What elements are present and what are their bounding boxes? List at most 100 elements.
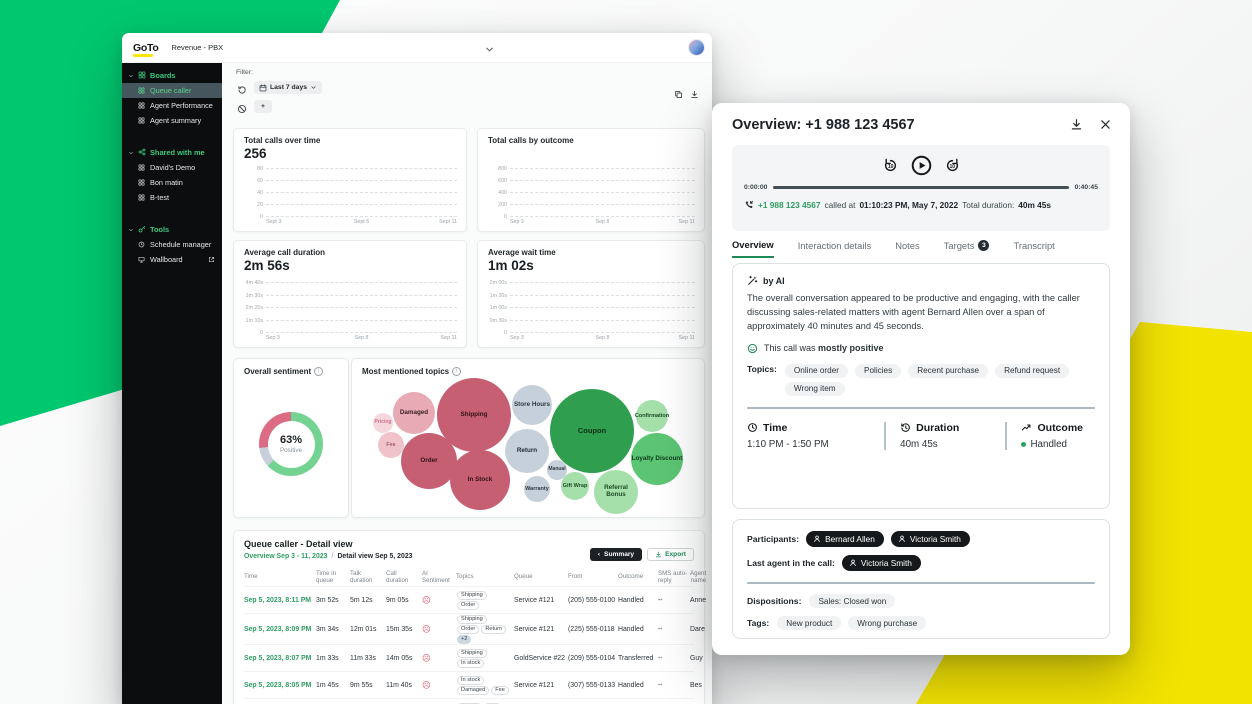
progress-bar[interactable] xyxy=(773,186,1069,189)
table-row[interactable]: Sep 5, 2023, 8:07 PM 1m 33s 11m 33s 14m 05s… xyxy=(244,644,703,671)
topic-bubble-order[interactable]: Order xyxy=(401,433,457,489)
participant-pill: Victoria Smith xyxy=(890,531,970,547)
chart-title: Total calls over time xyxy=(244,136,321,145)
topic-bubble-loyalty-discount[interactable]: Loyalty Discount xyxy=(631,433,683,485)
export-button[interactable]: Export xyxy=(647,548,694,561)
ai-summary-text: The overall conversation appeared to be … xyxy=(747,293,1080,331)
add-filter-button[interactable]: + xyxy=(254,100,272,113)
table-cell: 9m 05s xyxy=(386,596,409,604)
breadcrumb-current: Detail view Sep 5, 2023 xyxy=(337,553,413,560)
breadcrumb-overview-link[interactable]: Overview Sep 3 - 11, 2023 xyxy=(244,553,328,560)
gridline: 200 xyxy=(498,202,695,208)
sidebar-item-bon-matin[interactable]: Bon matin xyxy=(122,175,222,190)
avatar[interactable] xyxy=(689,40,704,55)
info-icon[interactable]: i xyxy=(452,367,462,376)
caller-number-link[interactable]: +1 988 123 4567 xyxy=(758,200,821,210)
rewind-10-icon[interactable]: 10 xyxy=(883,158,898,173)
topic-bubble-pricing[interactable]: Pricing xyxy=(373,413,393,433)
column-header: Queue xyxy=(514,573,533,581)
summary-button[interactable]: ‹ Summary xyxy=(589,548,643,561)
topic-bubble-warranty[interactable]: Warranty xyxy=(524,476,550,502)
refresh-icon[interactable] xyxy=(237,82,247,94)
topic-bubble-return[interactable]: Return xyxy=(505,429,549,473)
download-board-icon[interactable] xyxy=(690,86,699,98)
table-cell: (225) 555-0118 xyxy=(568,625,615,633)
topics-cell: ShippingOrder xyxy=(456,590,512,610)
table-row[interactable]: Sep 5, 2023, 8:11 PM 3m 52s 5m 12s 9m 05s ☹ S… xyxy=(244,586,706,613)
table-cell: Sep 5, 2023, 8:07 PM xyxy=(244,654,312,662)
topic-bubble-store-hours[interactable]: Store Hours xyxy=(512,385,552,425)
panel-tabs: Overview Interaction details Notes Targets 3… xyxy=(732,239,1110,258)
tag-chip: New product xyxy=(777,616,842,630)
clear-filters-icon[interactable] xyxy=(237,101,247,114)
sidebar-item-label: B-test xyxy=(150,193,170,202)
topic-bubble-manual[interactable]: Manual xyxy=(547,460,567,480)
sidebar-item-b-test[interactable]: B-test xyxy=(122,190,222,205)
ai-wand-icon xyxy=(747,275,758,286)
gridline: 2m 20s xyxy=(246,305,457,311)
column-header: SMS auto-reply xyxy=(658,569,688,584)
sidebar-section-label: Tools xyxy=(150,224,170,234)
info-icon[interactable]: i xyxy=(314,367,324,376)
audio-player: 10 10 0:00:00 0:40:45 +1 988 123 4567 ca… xyxy=(732,145,1110,231)
targets-count-badge: 3 xyxy=(978,240,990,251)
sidebar-section-shared-with-me[interactable]: Shared with me xyxy=(122,144,222,160)
sidebar-item-david-s-demo[interactable]: David's Demo xyxy=(122,160,222,175)
gridline: 1m 10s xyxy=(246,318,457,324)
close-icon[interactable] xyxy=(1099,118,1112,131)
tab-interaction-details[interactable]: Interaction details xyxy=(797,240,872,251)
topic-bubble-coupon[interactable]: Coupon xyxy=(550,389,634,473)
table-cell: Service #121 xyxy=(514,625,555,633)
dispositions-label: Dispositions: xyxy=(747,596,802,606)
table-row[interactable]: Sep 5, 2023, 8:00 PM0m 55s4m 23s6m 18s☺R… xyxy=(244,698,694,704)
chevron-down-icon xyxy=(128,149,134,155)
sidebar-section-tools[interactable]: Tools xyxy=(122,221,222,237)
table-cell: -- xyxy=(658,625,663,633)
topic-bubble-damaged[interactable]: Damaged xyxy=(393,392,435,434)
copy-board-icon[interactable] xyxy=(674,86,683,99)
sidebar-item-schedule-manager[interactable]: Schedule manager xyxy=(122,237,222,252)
table-cell: 11m 40s xyxy=(386,681,412,689)
topic-bubble-fee[interactable]: Fee xyxy=(378,432,404,458)
x-axis-labels: Sep 3 Sep 8 Sep 11 xyxy=(266,335,458,341)
status-dot xyxy=(1021,441,1027,447)
tab-targets[interactable]: Targets 3 xyxy=(944,240,990,257)
topic-bubble-confirmation[interactable]: Confirmation xyxy=(635,400,669,432)
table-cell: 14m 05s xyxy=(386,654,413,662)
filter-label: Filter: xyxy=(236,69,253,76)
chart-bars xyxy=(510,283,695,333)
sidebar-item-agent-performance[interactable]: Agent Performance xyxy=(122,98,222,113)
topic-bubble-in-stock[interactable]: In Stock xyxy=(450,450,510,510)
sidebar-item-label: Agent Performance xyxy=(150,101,213,110)
card-total-calls-over-time: Total calls over time 256 0 20 40 60 80 Sept … xyxy=(233,128,467,232)
board-chevron-down-icon[interactable] xyxy=(484,42,495,53)
table-cell: (307) 555-0133 xyxy=(568,681,616,689)
topic-bubble-gift-wrap[interactable]: Gift Wrap xyxy=(561,472,589,500)
date-range-filter[interactable]: Last 7 days xyxy=(254,81,323,94)
download-recording-icon[interactable] xyxy=(1070,118,1083,131)
tab-transcript[interactable]: Transcript xyxy=(1013,240,1055,251)
sidebar-item-agent-summary[interactable]: Agent summary xyxy=(122,113,222,128)
column-header: Topics xyxy=(456,573,474,581)
topic-bubble-referral-bonus[interactable]: Referral Bonus xyxy=(594,470,638,514)
ai-summary-card: by AI The overall conversation appeared … xyxy=(732,263,1110,509)
sentiment-negative-icon: ☹ xyxy=(422,594,431,605)
stat-header: Outcome xyxy=(1021,422,1083,434)
disposition-chip: Sales: Closed won xyxy=(809,594,896,608)
table-row[interactable]: Sep 5, 2023, 8:09 PM 3m 34s 12m 01s 15m 35s… xyxy=(244,613,705,644)
x-axis-labels: Sept 3 Sept 6 Sept 11 xyxy=(266,219,458,225)
tab-notes[interactable]: Notes xyxy=(895,240,920,251)
table-body: Sep 5, 2023, 8:11 PM 3m 52s 5m 12s 9m 05s ☹ S… xyxy=(244,586,706,704)
tab-overview[interactable]: Overview xyxy=(732,239,774,258)
sidebar-item-wallboard[interactable]: Wallboard xyxy=(122,252,222,267)
tags-label: Tags: xyxy=(747,618,770,628)
chart-title: Average call duration xyxy=(244,248,326,257)
sidebar-section-boards[interactable]: Boards xyxy=(122,67,222,83)
sidebar-item-queue-caller[interactable]: Queue caller xyxy=(122,83,222,98)
forward-10-icon[interactable]: 10 xyxy=(945,158,960,173)
call-datetime: 01:10:23 PM, May 7, 2022 xyxy=(859,200,959,210)
chevron-down-icon xyxy=(310,84,317,91)
table-row[interactable]: Sep 5, 2023, 8:05 PM 1m 45s 9m 55s 11m 40s ☹… xyxy=(244,671,702,698)
topic-bubble-shipping[interactable]: Shipping xyxy=(437,378,511,452)
play-button[interactable] xyxy=(911,155,932,176)
